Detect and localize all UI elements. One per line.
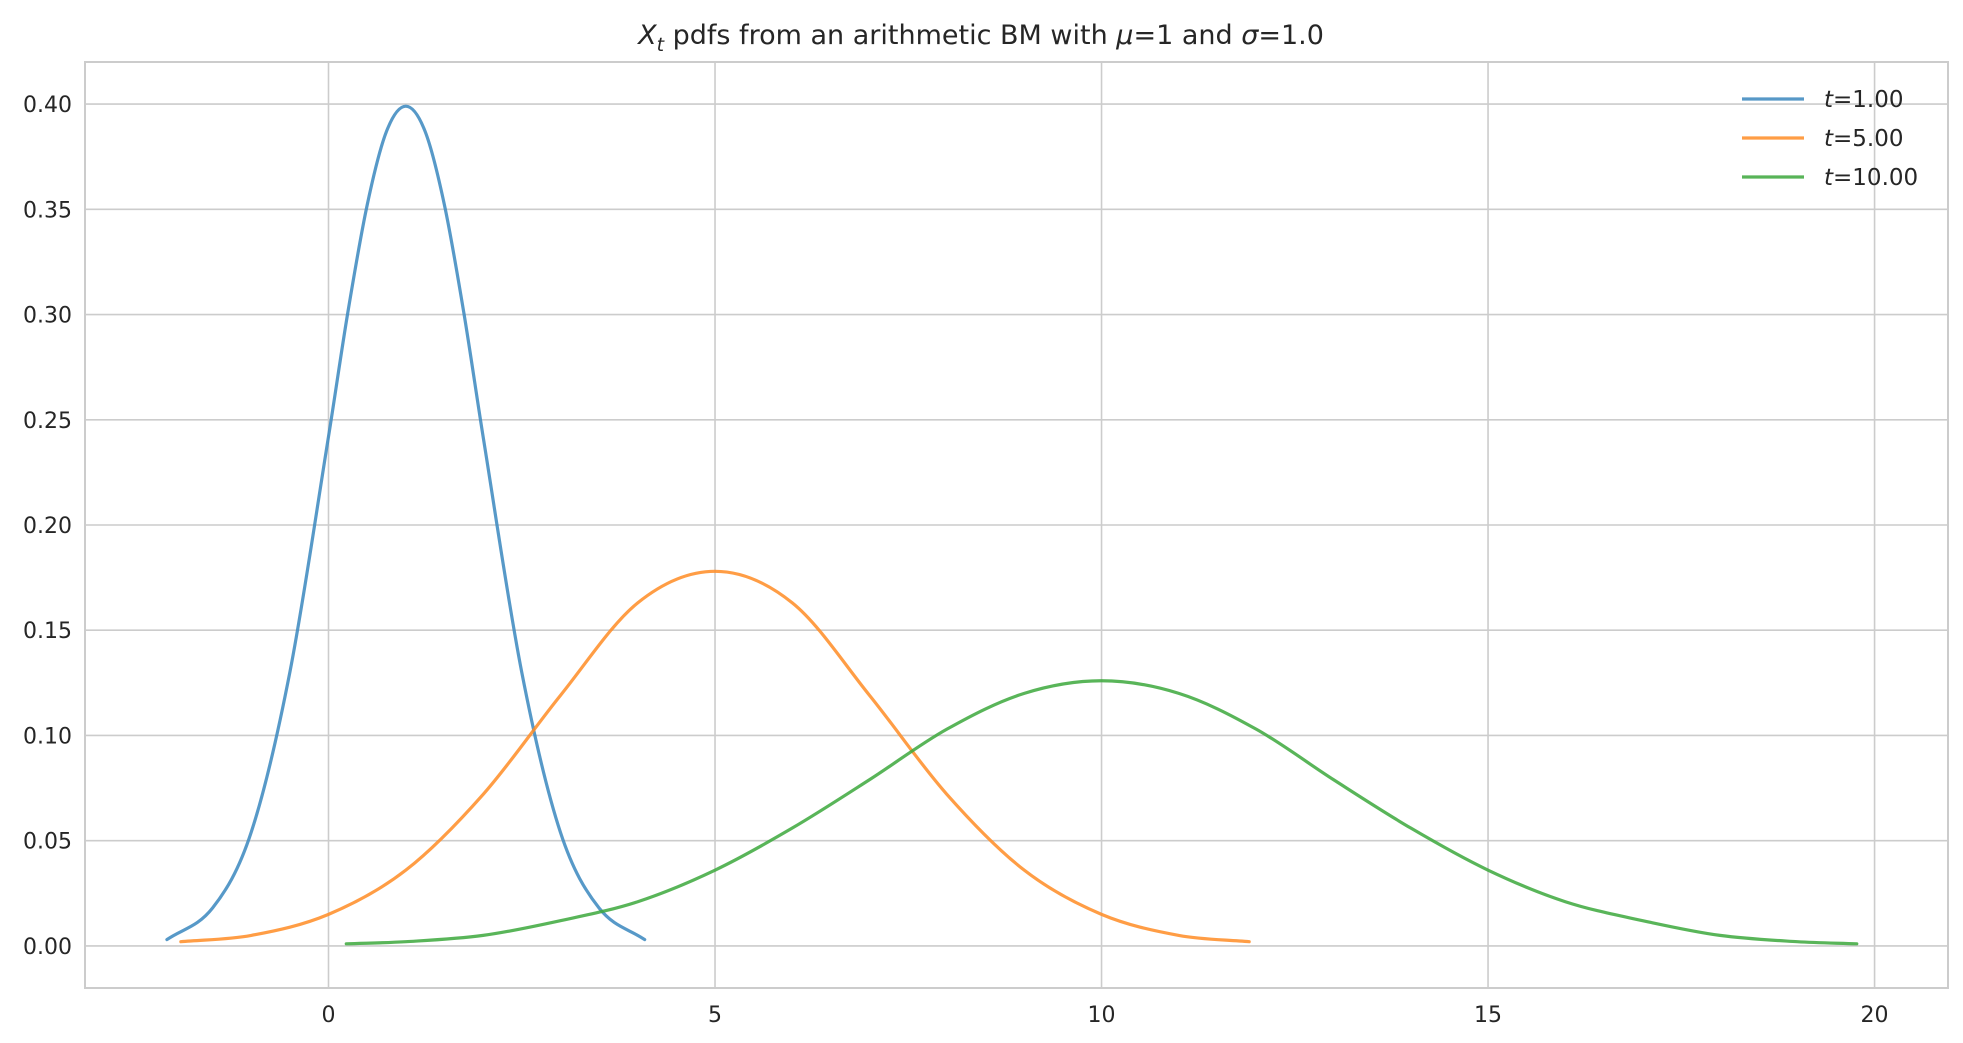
legend: t=1.00 t=5.00 t=10.00 bbox=[1742, 87, 1918, 191]
y-tick-label: 0.10 bbox=[23, 724, 72, 749]
legend-label: t=1.00 bbox=[1824, 87, 1904, 113]
title-variable: X bbox=[636, 20, 657, 51]
grid bbox=[85, 62, 1948, 988]
x-axis-ticks: 0 5 10 15 20 bbox=[322, 1003, 1889, 1028]
x-tick-label: 20 bbox=[1861, 1003, 1889, 1028]
title-text-pre: pdfs from an arithmetic BM with bbox=[664, 20, 1116, 51]
title-mu: μ bbox=[1115, 20, 1133, 51]
title-sigma: σ bbox=[1241, 20, 1259, 51]
x-tick-label: 15 bbox=[1474, 1003, 1502, 1028]
y-tick-label: 0.00 bbox=[23, 935, 72, 960]
y-tick-label: 0.40 bbox=[23, 93, 72, 118]
y-tick-label: 0.35 bbox=[23, 198, 72, 223]
series-layer bbox=[165, 104, 1859, 946]
chart-title: Xt pdfs from an arithmetic BM with μ=1 a… bbox=[636, 20, 1324, 56]
series-line-1 bbox=[165, 104, 647, 942]
x-tick-label: 5 bbox=[708, 1003, 722, 1028]
legend-label: t=10.00 bbox=[1824, 165, 1918, 191]
legend-label: t=5.00 bbox=[1824, 126, 1904, 152]
x-tick-label: 10 bbox=[1088, 1003, 1116, 1028]
y-tick-label: 0.25 bbox=[23, 409, 72, 434]
y-tick-label: 0.20 bbox=[23, 514, 72, 539]
y-axis-ticks: 0.00 0.05 0.10 0.15 0.20 0.25 0.30 0.35 0.40 bbox=[23, 93, 72, 960]
y-tick-label: 0.05 bbox=[23, 830, 72, 855]
title-text-post: =1.0 bbox=[1258, 20, 1324, 51]
x-tick-label: 0 bbox=[322, 1003, 336, 1028]
series-line-3 bbox=[344, 679, 1859, 946]
y-tick-label: 0.15 bbox=[23, 619, 72, 644]
title-subscript: t bbox=[657, 34, 666, 56]
plot-frame bbox=[84, 61, 1949, 989]
series-line-2 bbox=[179, 569, 1251, 944]
y-tick-label: 0.30 bbox=[23, 304, 72, 329]
title-text-mid: =1 and bbox=[1133, 20, 1241, 51]
